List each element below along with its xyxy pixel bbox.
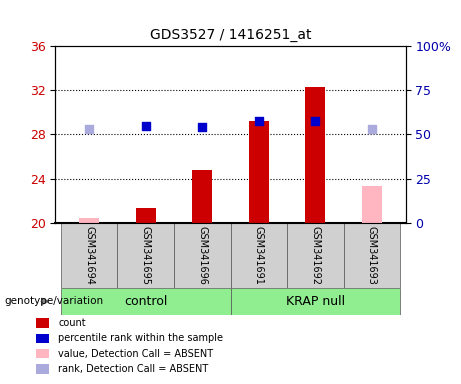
Point (199, 124, 206, 130)
Bar (287, 223, 343, 288)
Text: control: control (124, 295, 167, 308)
Text: GSM341694: GSM341694 (84, 226, 94, 285)
Text: value, Detection Call = ABSENT: value, Detection Call = ABSENT (58, 349, 213, 359)
Bar (36, 349, 49, 358)
Point (312, 118, 319, 124)
Bar (362, 186, 382, 223)
Bar (36, 364, 49, 374)
Text: genotype/variation: genotype/variation (5, 296, 104, 306)
Bar (36, 334, 49, 343)
Bar (36, 318, 49, 328)
Text: GSM341695: GSM341695 (141, 226, 151, 285)
Bar (343, 223, 400, 288)
Text: KRAP null: KRAP null (286, 295, 345, 308)
Point (142, 122, 149, 129)
Bar (136, 209, 156, 223)
Bar (61, 288, 230, 315)
Bar (174, 223, 230, 288)
Text: GSM341691: GSM341691 (254, 226, 264, 285)
Text: GSM341693: GSM341693 (367, 226, 377, 285)
Bar (305, 87, 325, 223)
Text: rank, Detection Call = ABSENT: rank, Detection Call = ABSENT (58, 364, 208, 374)
Bar (61, 223, 118, 288)
Bar (192, 170, 212, 223)
Bar (118, 223, 174, 288)
Text: count: count (58, 318, 86, 328)
Point (255, 118, 262, 124)
Point (86, 126, 93, 132)
Text: percentile rank within the sample: percentile rank within the sample (58, 333, 223, 343)
Title: GDS3527 / 1416251_at: GDS3527 / 1416251_at (150, 28, 311, 42)
Text: GSM341696: GSM341696 (197, 226, 207, 285)
Text: GSM341692: GSM341692 (310, 226, 320, 285)
Bar (230, 223, 287, 288)
Bar (79, 218, 99, 223)
Bar (249, 121, 269, 223)
Point (368, 126, 375, 132)
Bar (230, 288, 400, 315)
